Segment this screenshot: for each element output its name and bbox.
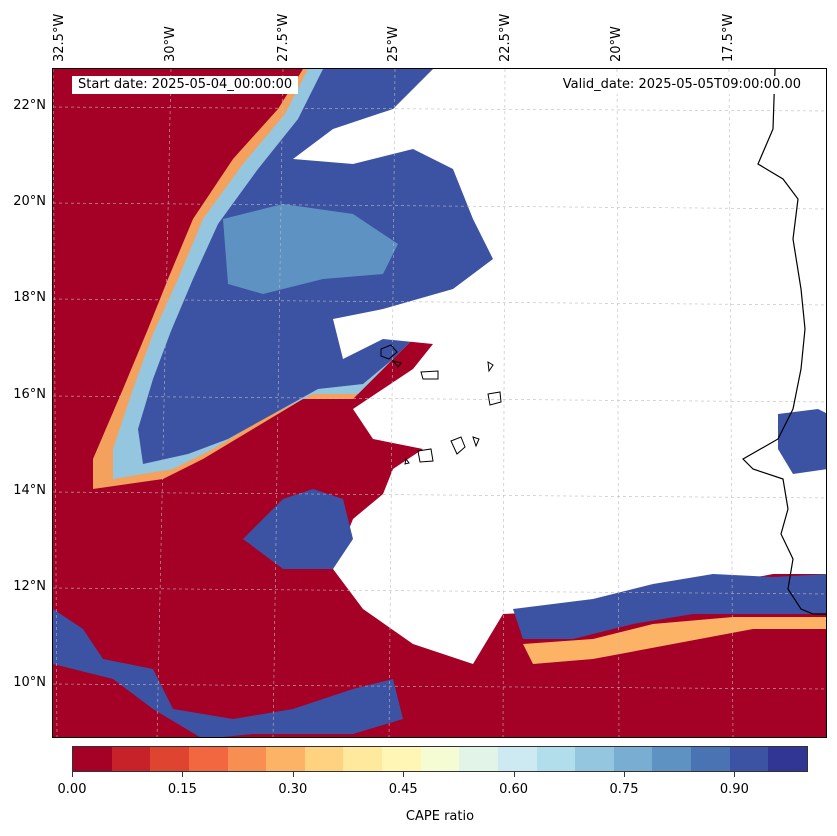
colorbar-tick-label: 0.00 (57, 782, 87, 797)
lat-label: 16°N (13, 387, 46, 402)
no-data-region (293, 69, 826, 664)
lon-label: 25°W (386, 26, 401, 62)
colorbar-tick-label: 0.90 (719, 782, 749, 797)
colorbar-segment (382, 747, 421, 771)
colorbar-tick-label: 0.45 (388, 782, 418, 797)
colorbar-tick (513, 772, 515, 777)
cape-south-band-light (523, 617, 826, 664)
colorbar-segment (459, 747, 498, 771)
lon-label: 17.5°W (721, 13, 736, 62)
lat-label: 20°N (13, 194, 46, 209)
colorbar-segment (613, 747, 653, 771)
colorbar (72, 746, 808, 772)
colorbar-segment (188, 747, 228, 771)
colorbar-tick-label: 0.60 (499, 782, 529, 797)
colorbar-tick (734, 772, 736, 777)
cape-south-band (513, 574, 826, 639)
colorbar-segment (111, 747, 151, 771)
colorbar-segment (266, 747, 305, 771)
lon-label: 27.5°W (276, 13, 291, 62)
colorbar-segment (227, 747, 267, 771)
cape-ratio-map (53, 69, 826, 737)
lon-label: 22.5°W (498, 13, 513, 62)
colorbar-segment (304, 747, 344, 771)
cape-mid-blobs (243, 489, 353, 569)
colorbar-tick (292, 772, 294, 777)
colorbar-tick (624, 772, 625, 777)
cape-verde-islands (380, 344, 502, 465)
colorbar-tick-label: 0.15 (167, 782, 197, 797)
colorbar-segment (729, 747, 769, 771)
start-date-label: Start date: 2025-05-04_00:00:00 (72, 76, 299, 94)
colorbar-segment (536, 747, 576, 771)
lat-label: 12°N (13, 579, 46, 594)
lon-label: 32.5°W (52, 13, 67, 62)
colorbar-segment (420, 747, 460, 771)
colorbar-title: CAPE ratio (405, 809, 475, 824)
lat-label: 18°N (13, 290, 46, 305)
colorbar-segment (768, 747, 807, 771)
colorbar-segment (575, 747, 614, 771)
lon-label: 30°W (163, 26, 178, 62)
colorbar-segment (73, 747, 112, 771)
cape-coastal-blob (778, 409, 826, 474)
coastline-africa (742, 69, 826, 615)
colorbar-tick (403, 772, 405, 777)
valid-date-label: Valid_date: 2025-05-05T09:00:00.00 (556, 76, 807, 94)
colorbar-segment (497, 747, 537, 771)
lon-label: 20°W (609, 26, 624, 62)
colorbar-segment (652, 747, 691, 771)
cape-inner-patch (223, 204, 398, 294)
lat-label: 14°N (13, 483, 46, 498)
colorbar-tick (72, 772, 73, 777)
colorbar-tick (182, 772, 184, 777)
colorbar-tick-label: 0.30 (278, 782, 308, 797)
colorbar-segment (343, 747, 382, 771)
lat-label: 22°N (13, 98, 46, 113)
colorbar-tick-label: 0.75 (609, 782, 639, 797)
map-frame (52, 68, 827, 738)
lat-label: 10°N (13, 675, 46, 690)
colorbar-segment (150, 747, 189, 771)
graticule (53, 69, 826, 737)
colorbar-segment (691, 747, 730, 771)
cape-sw-blobs (53, 609, 403, 737)
